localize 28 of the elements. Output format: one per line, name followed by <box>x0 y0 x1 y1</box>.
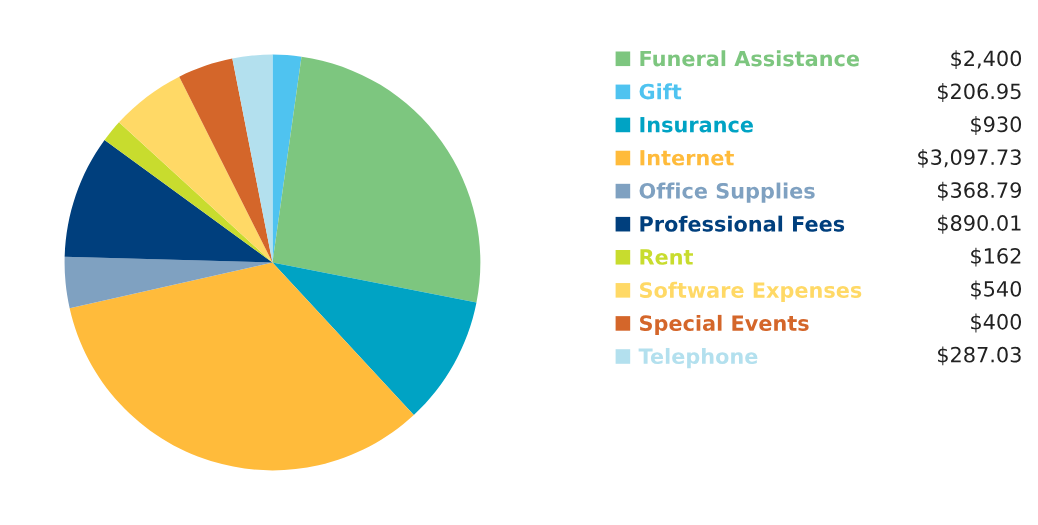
legend-label: Office Supplies <box>639 182 815 203</box>
pie-slice <box>64 256 273 309</box>
legend-label: Gift <box>639 83 682 100</box>
legend-label: Insurance <box>640 117 753 133</box>
data-label: $3,097.73 <box>918 148 1021 168</box>
data-label: $287.03 <box>938 346 1021 366</box>
legend-label: Software Expenses <box>640 281 862 302</box>
data-label: $890.01 <box>938 214 1021 234</box>
legend-label: Internet <box>640 150 734 166</box>
data-label: $162 <box>971 247 1021 267</box>
data-label: $930 <box>971 116 1022 135</box>
pie-slice <box>118 76 273 263</box>
legend-label: Funeral Assistance <box>640 50 860 67</box>
pie-slice <box>272 56 481 303</box>
legend-label: Rent <box>640 249 693 265</box>
legend-label: Telephone <box>638 347 758 369</box>
pie-slice <box>179 58 273 263</box>
pie-slice <box>69 262 414 471</box>
data-label: $400 <box>971 313 1022 333</box>
legend-label: Professional Fees <box>640 215 845 232</box>
data-label: $368.79 <box>938 181 1021 201</box>
legend-label: Special Events <box>640 314 809 336</box>
pie-slice <box>272 262 477 415</box>
data-label: $540 <box>971 280 1022 300</box>
data-label: $2,400 <box>951 50 1022 70</box>
data-label: $206.95 <box>938 83 1021 102</box>
pie-slice <box>64 139 273 263</box>
pie-slice <box>272 54 302 263</box>
